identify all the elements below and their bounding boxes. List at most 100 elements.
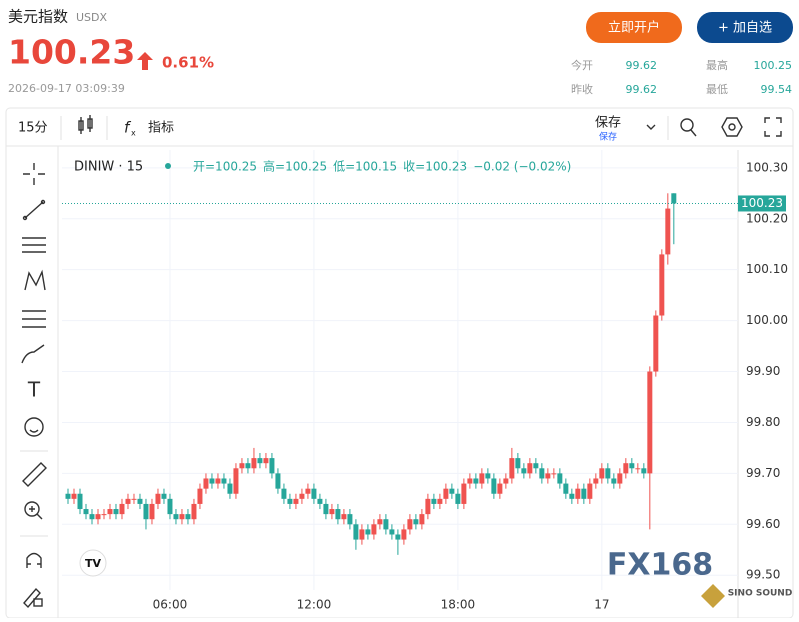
candle-body	[197, 488, 203, 504]
candle-body	[647, 371, 653, 474]
legend-item: −0.02 (−0.02%)	[473, 160, 571, 174]
candle-body	[371, 524, 377, 535]
candle-body	[659, 254, 665, 316]
quick-search-icon[interactable]	[680, 118, 697, 137]
interval-button[interactable]: 15分	[18, 121, 48, 136]
candle-body	[557, 473, 563, 484]
candle-body	[179, 514, 185, 520]
candle-body	[461, 483, 467, 504]
candle-body	[191, 503, 197, 520]
indicators-button[interactable]: 指标	[148, 121, 174, 136]
candle-body	[131, 498, 137, 500]
candle-body	[515, 458, 521, 469]
tv-logo: TV	[85, 557, 102, 570]
candle-body	[455, 493, 461, 504]
y-tick-label: 100.00	[746, 313, 788, 327]
candle-icon[interactable]	[78, 115, 93, 134]
emoji-tool[interactable]	[24, 417, 44, 437]
candle-body	[407, 519, 413, 530]
candle-body	[233, 468, 239, 494]
fib-tool[interactable]	[22, 237, 46, 253]
candle-body	[503, 478, 509, 484]
lock-tool[interactable]	[23, 587, 43, 609]
x-tick-label: 06:00	[153, 598, 188, 612]
candle-body	[227, 483, 233, 494]
open-account-label: 立即开户	[608, 20, 660, 36]
candle-body	[299, 493, 305, 499]
candle-body	[209, 478, 215, 484]
add-watch-button[interactable]	[697, 12, 793, 43]
fx-icon-sub: x	[131, 129, 136, 138]
trendline-tool[interactable]	[22, 199, 46, 221]
fullscreen-icon[interactable]	[764, 117, 782, 137]
candle-body	[425, 498, 431, 515]
candle-body	[143, 503, 149, 520]
candle-body	[497, 483, 503, 494]
stat-label: 今开	[571, 58, 593, 72]
save-button[interactable]: 保存	[595, 116, 621, 131]
legend-item: 高=100.25	[263, 159, 327, 174]
candle-body	[161, 493, 167, 499]
candle-body	[317, 498, 323, 504]
candle-body	[581, 488, 587, 499]
candle-body	[653, 315, 659, 372]
ruler-tool[interactable]	[22, 462, 47, 487]
text-tool[interactable]: T	[27, 378, 41, 402]
candle-body	[113, 509, 119, 515]
candle-body	[551, 473, 557, 475]
candle-body	[125, 498, 131, 504]
candle-body	[617, 473, 623, 484]
candle-body	[215, 478, 221, 484]
zoom-tool[interactable]	[24, 501, 43, 520]
legend-symbol: DINIW · 15	[74, 160, 143, 175]
candle-body	[221, 478, 227, 484]
candle-body	[401, 529, 407, 540]
legend-item: 低=100.15	[333, 160, 397, 174]
magnet-tool[interactable]	[26, 552, 42, 569]
projection-tool[interactable]	[22, 310, 46, 328]
y-tick-label: 99.90	[746, 364, 780, 378]
candle-body	[89, 514, 95, 520]
stat-value: 99.54	[761, 83, 793, 96]
y-tick-label: 99.70	[746, 466, 780, 480]
x-tick-label: 17	[594, 598, 609, 612]
candle-body	[485, 473, 491, 479]
candle-body	[383, 519, 389, 530]
candle-body	[641, 468, 647, 474]
candle-body	[599, 468, 605, 479]
candle-body	[281, 488, 287, 499]
candle-body	[539, 468, 545, 479]
candle-body	[527, 463, 533, 474]
candle-body	[467, 478, 473, 484]
candle-body	[71, 493, 77, 499]
candle-body	[203, 478, 209, 489]
title: 美元指数	[8, 8, 68, 26]
candle-body	[587, 483, 593, 499]
candle-body	[377, 519, 383, 525]
candle-body	[185, 514, 191, 520]
y-tick-label: 99.60	[746, 517, 780, 531]
open-account-button[interactable]	[586, 12, 682, 43]
candle-body	[275, 473, 281, 489]
crosshair-tool[interactable]	[23, 163, 45, 185]
candle-body	[449, 488, 455, 494]
settings-icon[interactable]	[721, 117, 743, 137]
legend-item: 开=100.25	[193, 160, 257, 174]
save-sub: 保存	[599, 131, 617, 143]
pattern-tool[interactable]	[24, 269, 46, 291]
candle-body	[335, 509, 341, 520]
candle-body	[323, 503, 329, 515]
candle-body	[119, 503, 125, 515]
candle-body	[365, 529, 371, 535]
save-dropdown[interactable]	[646, 124, 656, 130]
stat-label: 昨收	[571, 82, 593, 96]
watermark-logo: FX168	[607, 548, 713, 583]
brush-tool[interactable]	[21, 344, 45, 364]
stat-value: 99.62	[626, 83, 658, 96]
candle-body	[251, 458, 257, 469]
candle-body	[413, 519, 419, 525]
stat-value: 100.25	[754, 59, 793, 72]
fx-icon[interactable]: f	[124, 119, 132, 137]
candle-body	[101, 514, 107, 516]
